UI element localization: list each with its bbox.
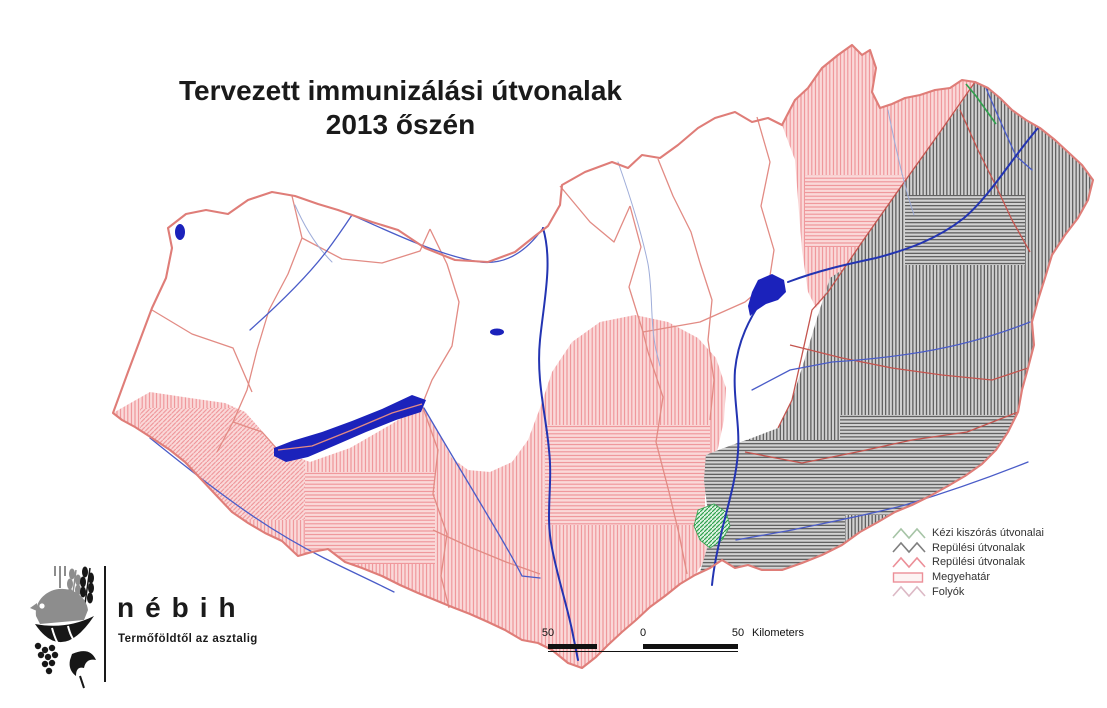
leaf-icon	[69, 651, 96, 689]
scale-label-zero: 0	[639, 627, 647, 639]
legend-label: Repülési útvonalak	[932, 556, 1025, 569]
rectangle-icon	[892, 571, 924, 583]
legend-item-rivers: Folyók	[892, 584, 1044, 599]
manual-route-line	[965, 83, 997, 125]
lake-velence	[490, 328, 504, 336]
logo-tagline-text: Termőföldtől az asztalig	[118, 633, 258, 645]
legend-label: Repülési útvonalak	[932, 541, 1025, 554]
lake-balaton	[274, 395, 426, 462]
zigzag-line-icon	[892, 542, 926, 554]
scale-bar: 50 0 50 Kilometers	[540, 627, 870, 659]
logo-divider	[104, 566, 106, 682]
rivers	[149, 87, 1039, 661]
page-title-line1: Tervezett immunizálási útvonalak	[179, 75, 622, 106]
page-title: Tervezett immunizálási útvonalak 2013 ős…	[148, 74, 653, 141]
scale-bar-segment	[548, 644, 597, 649]
lake-tisza	[748, 274, 786, 316]
scale-bar-segment	[643, 644, 738, 649]
county-border-through-balaton	[277, 403, 423, 451]
legend-label: Folyók	[932, 585, 965, 598]
nebih-logo: nébih Termőföldtől az asztalig	[24, 558, 324, 706]
scale-bar-line	[548, 644, 738, 652]
scale-label-left: 50	[541, 627, 555, 639]
legend-label: Kézi kiszórás útvonalai	[932, 527, 1044, 540]
zigzag-line-icon	[892, 527, 926, 540]
lake-ferto	[175, 224, 185, 240]
scale-label-right: 50	[731, 627, 745, 639]
fork-icon	[54, 566, 66, 588]
zigzag-line-icon	[892, 556, 926, 569]
legend-item-flight-routes-gray: Repülési útvonalak	[892, 541, 1044, 556]
zigzag-line-icon	[892, 585, 926, 598]
scale-unit-label: Kilometers	[752, 627, 804, 639]
nebih-emblem	[30, 566, 96, 689]
grapes-icon	[34, 642, 59, 675]
legend-label: Megyehatár	[932, 571, 991, 584]
page-title-line2: 2013 őszén	[325, 108, 476, 140]
map-legend: Kézi kiszórás útvonalai Repülési útvonal…	[892, 526, 1044, 599]
melon-icon	[35, 616, 94, 655]
legend-item-flight-routes-pink: Repülési útvonalak	[892, 555, 1044, 570]
legend-item-manual-routes: Kézi kiszórás útvonalai	[892, 526, 1044, 541]
county-borders	[151, 116, 775, 609]
bird-icon	[30, 588, 88, 624]
logo-brand-text: nébih	[117, 592, 247, 623]
county-borders-over-hatch	[744, 81, 1031, 464]
lakes	[175, 224, 786, 462]
legend-item-county-border: Megyehatár	[892, 570, 1044, 585]
